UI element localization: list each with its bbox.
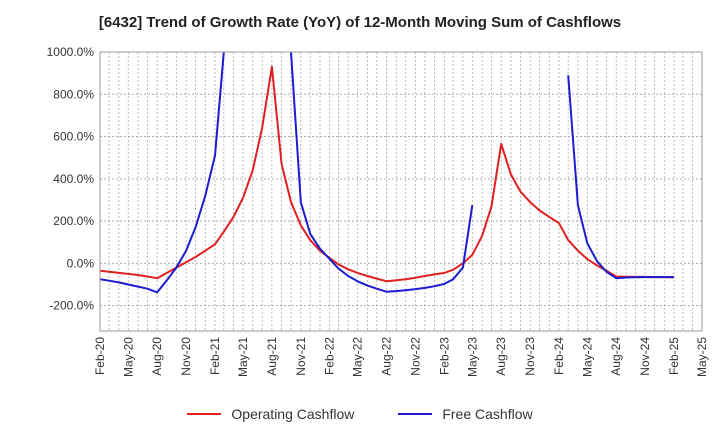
- x-tick-label: Aug-24: [609, 337, 623, 376]
- legend-swatch-free-cashflow: [398, 413, 433, 415]
- series-line-free-cashflow: [100, 52, 674, 294]
- x-tick-label: Nov-23: [523, 337, 537, 376]
- x-tick-label: Nov-22: [408, 337, 422, 376]
- x-tick-label: Nov-20: [179, 337, 193, 376]
- y-tick-label: 800.0%: [53, 87, 94, 101]
- series-layer: [100, 52, 675, 294]
- x-tick-label: May-21: [236, 337, 250, 377]
- x-tick-label: Nov-21: [294, 337, 308, 376]
- x-tick-label: May-25: [695, 337, 709, 377]
- series-line-operating-cashflow: [100, 65, 675, 283]
- legend-label-free-cashflow: Free Cashflow: [442, 406, 533, 422]
- legend-swatch-operating-cashflow: [187, 413, 222, 415]
- y-tick-label: 1000.0%: [47, 45, 95, 59]
- x-tick-label: Feb-23: [437, 337, 451, 375]
- x-tick-label: May-24: [580, 337, 594, 377]
- x-tick-label: Feb-24: [552, 337, 566, 375]
- x-tick-label: Aug-20: [150, 337, 164, 376]
- x-tick-label: Aug-21: [265, 337, 279, 376]
- y-tick-label: 200.0%: [53, 214, 94, 228]
- x-tick-label: Feb-20: [93, 337, 107, 375]
- y-tick-label: -200.0%: [49, 299, 94, 313]
- x-tick-label: Feb-21: [208, 337, 222, 375]
- x-tick-label: Nov-24: [638, 337, 652, 376]
- x-tick-label: Aug-22: [380, 337, 394, 376]
- x-tick-label: Feb-22: [323, 337, 337, 375]
- y-tick-label: 600.0%: [53, 130, 94, 144]
- x-tick-label: May-20: [121, 337, 135, 377]
- x-tick-label: May-22: [351, 337, 365, 377]
- grid: [99, 51, 703, 331]
- plot-frame: [99, 51, 703, 332]
- y-tick-label: 0.0%: [67, 256, 95, 270]
- legend: Operating Cashflow Free Cashflow: [0, 406, 720, 422]
- x-tick-label: Feb-25: [667, 337, 681, 375]
- chart-title: [6432] Trend of Growth Rate (YoY) of 12-…: [98, 14, 622, 31]
- x-tick-label: Aug-23: [494, 337, 508, 376]
- axes: 1000.0% 800.0% 600.0% 400.0% 200.0% 0.0% -200.…: [47, 45, 709, 377]
- y-tick-label: 400.0%: [53, 172, 94, 186]
- x-tick-label: May-23: [465, 337, 479, 377]
- legend-item-operating-cashflow: Operating Cashflow: [187, 406, 354, 422]
- legend-item-free-cashflow: Free Cashflow: [398, 406, 533, 422]
- legend-label-operating-cashflow: Operating Cashflow: [231, 406, 355, 422]
